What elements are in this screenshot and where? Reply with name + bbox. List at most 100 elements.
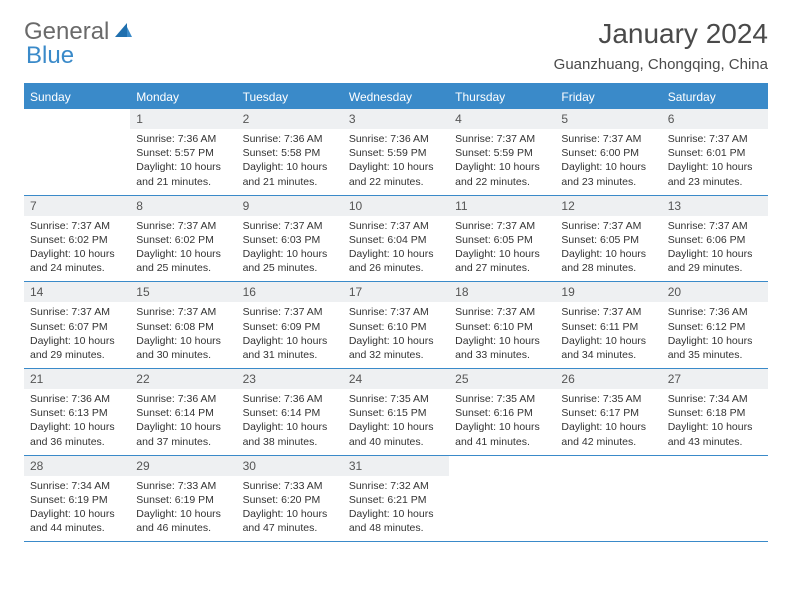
day-cell-29: 29Sunrise: 7:33 AMSunset: 6:19 PMDayligh… <box>130 456 236 542</box>
dow-friday: Friday <box>555 85 661 109</box>
day-cell-empty <box>662 456 768 542</box>
day-cell-18: 18Sunrise: 7:37 AMSunset: 6:10 PMDayligh… <box>449 282 555 368</box>
day-cell-9: 9Sunrise: 7:37 AMSunset: 6:03 PMDaylight… <box>237 196 343 282</box>
day-number: 5 <box>555 109 661 129</box>
day-details: Sunrise: 7:37 AMSunset: 6:05 PMDaylight:… <box>449 216 555 276</box>
day-details: Sunrise: 7:34 AMSunset: 6:19 PMDaylight:… <box>24 476 130 536</box>
day-details: Sunrise: 7:37 AMSunset: 5:59 PMDaylight:… <box>449 129 555 189</box>
day-details: Sunrise: 7:36 AMSunset: 6:14 PMDaylight:… <box>130 389 236 449</box>
calendar: SundayMondayTuesdayWednesdayThursdayFrid… <box>24 83 768 542</box>
week-row: 7Sunrise: 7:37 AMSunset: 6:02 PMDaylight… <box>24 196 768 283</box>
day-number: 23 <box>237 369 343 389</box>
day-cell-8: 8Sunrise: 7:37 AMSunset: 6:02 PMDaylight… <box>130 196 236 282</box>
day-details: Sunrise: 7:36 AMSunset: 6:13 PMDaylight:… <box>24 389 130 449</box>
dow-wednesday: Wednesday <box>343 85 449 109</box>
day-details: Sunrise: 7:35 AMSunset: 6:17 PMDaylight:… <box>555 389 661 449</box>
day-details: Sunrise: 7:37 AMSunset: 6:10 PMDaylight:… <box>449 302 555 362</box>
day-cell-6: 6Sunrise: 7:37 AMSunset: 6:01 PMDaylight… <box>662 109 768 195</box>
day-cell-21: 21Sunrise: 7:36 AMSunset: 6:13 PMDayligh… <box>24 369 130 455</box>
day-number: 12 <box>555 196 661 216</box>
day-number: 31 <box>343 456 449 476</box>
day-number: 30 <box>237 456 343 476</box>
day-cell-10: 10Sunrise: 7:37 AMSunset: 6:04 PMDayligh… <box>343 196 449 282</box>
day-details: Sunrise: 7:37 AMSunset: 6:11 PMDaylight:… <box>555 302 661 362</box>
day-details: Sunrise: 7:37 AMSunset: 6:04 PMDaylight:… <box>343 216 449 276</box>
week-row: 14Sunrise: 7:37 AMSunset: 6:07 PMDayligh… <box>24 282 768 369</box>
day-cell-20: 20Sunrise: 7:36 AMSunset: 6:12 PMDayligh… <box>662 282 768 368</box>
calendar-body: 1Sunrise: 7:36 AMSunset: 5:57 PMDaylight… <box>24 109 768 542</box>
day-details: Sunrise: 7:34 AMSunset: 6:18 PMDaylight:… <box>662 389 768 449</box>
day-number: 29 <box>130 456 236 476</box>
day-number <box>662 456 768 476</box>
day-cell-15: 15Sunrise: 7:37 AMSunset: 6:08 PMDayligh… <box>130 282 236 368</box>
dow-sunday: Sunday <box>24 85 130 109</box>
day-cell-31: 31Sunrise: 7:32 AMSunset: 6:21 PMDayligh… <box>343 456 449 542</box>
day-details: Sunrise: 7:33 AMSunset: 6:20 PMDaylight:… <box>237 476 343 536</box>
day-cell-28: 28Sunrise: 7:34 AMSunset: 6:19 PMDayligh… <box>24 456 130 542</box>
day-cell-17: 17Sunrise: 7:37 AMSunset: 6:10 PMDayligh… <box>343 282 449 368</box>
day-cell-empty <box>449 456 555 542</box>
day-number: 21 <box>24 369 130 389</box>
location: Guanzhuang, Chongqing, China <box>554 56 768 73</box>
day-cell-2: 2Sunrise: 7:36 AMSunset: 5:58 PMDaylight… <box>237 109 343 195</box>
dow-row: SundayMondayTuesdayWednesdayThursdayFrid… <box>24 85 768 109</box>
day-number: 10 <box>343 196 449 216</box>
logo-line2: Blue <box>26 42 74 70</box>
day-number: 19 <box>555 282 661 302</box>
day-number: 18 <box>449 282 555 302</box>
day-details: Sunrise: 7:36 AMSunset: 5:58 PMDaylight:… <box>237 129 343 189</box>
day-cell-25: 25Sunrise: 7:35 AMSunset: 6:16 PMDayligh… <box>449 369 555 455</box>
day-cell-3: 3Sunrise: 7:36 AMSunset: 5:59 PMDaylight… <box>343 109 449 195</box>
day-details: Sunrise: 7:37 AMSunset: 6:00 PMDaylight:… <box>555 129 661 189</box>
day-details: Sunrise: 7:33 AMSunset: 6:19 PMDaylight:… <box>130 476 236 536</box>
day-number: 17 <box>343 282 449 302</box>
sail-icon <box>113 21 133 44</box>
day-number: 7 <box>24 196 130 216</box>
day-number <box>449 456 555 476</box>
week-row: 1Sunrise: 7:36 AMSunset: 5:57 PMDaylight… <box>24 109 768 196</box>
day-cell-19: 19Sunrise: 7:37 AMSunset: 6:11 PMDayligh… <box>555 282 661 368</box>
dow-saturday: Saturday <box>662 85 768 109</box>
day-details: Sunrise: 7:37 AMSunset: 6:02 PMDaylight:… <box>24 216 130 276</box>
day-details: Sunrise: 7:37 AMSunset: 6:09 PMDaylight:… <box>237 302 343 362</box>
week-row: 21Sunrise: 7:36 AMSunset: 6:13 PMDayligh… <box>24 369 768 456</box>
day-details: Sunrise: 7:37 AMSunset: 6:07 PMDaylight:… <box>24 302 130 362</box>
month-title: January 2024 <box>554 18 768 50</box>
dow-monday: Monday <box>130 85 236 109</box>
day-number: 9 <box>237 196 343 216</box>
day-cell-24: 24Sunrise: 7:35 AMSunset: 6:15 PMDayligh… <box>343 369 449 455</box>
dow-thursday: Thursday <box>449 85 555 109</box>
day-details: Sunrise: 7:36 AMSunset: 6:14 PMDaylight:… <box>237 389 343 449</box>
day-number <box>24 109 130 129</box>
title-block: January 2024 Guanzhuang, Chongqing, Chin… <box>554 18 768 73</box>
day-number: 2 <box>237 109 343 129</box>
day-number: 27 <box>662 369 768 389</box>
day-number: 20 <box>662 282 768 302</box>
logo-text-2: Blue <box>26 42 74 69</box>
day-number: 26 <box>555 369 661 389</box>
dow-tuesday: Tuesday <box>237 85 343 109</box>
day-cell-empty <box>555 456 661 542</box>
week-row: 28Sunrise: 7:34 AMSunset: 6:19 PMDayligh… <box>24 456 768 543</box>
day-number: 4 <box>449 109 555 129</box>
day-details: Sunrise: 7:37 AMSunset: 6:05 PMDaylight:… <box>555 216 661 276</box>
day-cell-1: 1Sunrise: 7:36 AMSunset: 5:57 PMDaylight… <box>130 109 236 195</box>
day-cell-27: 27Sunrise: 7:34 AMSunset: 6:18 PMDayligh… <box>662 369 768 455</box>
day-number: 8 <box>130 196 236 216</box>
day-number: 1 <box>130 109 236 129</box>
day-number: 3 <box>343 109 449 129</box>
day-cell-14: 14Sunrise: 7:37 AMSunset: 6:07 PMDayligh… <box>24 282 130 368</box>
day-number: 15 <box>130 282 236 302</box>
header: General January 2024 Guanzhuang, Chongqi… <box>0 0 792 77</box>
day-cell-30: 30Sunrise: 7:33 AMSunset: 6:20 PMDayligh… <box>237 456 343 542</box>
day-number: 25 <box>449 369 555 389</box>
day-cell-5: 5Sunrise: 7:37 AMSunset: 6:00 PMDaylight… <box>555 109 661 195</box>
day-details: Sunrise: 7:35 AMSunset: 6:15 PMDaylight:… <box>343 389 449 449</box>
day-details: Sunrise: 7:32 AMSunset: 6:21 PMDaylight:… <box>343 476 449 536</box>
day-details: Sunrise: 7:36 AMSunset: 6:12 PMDaylight:… <box>662 302 768 362</box>
day-cell-13: 13Sunrise: 7:37 AMSunset: 6:06 PMDayligh… <box>662 196 768 282</box>
day-details: Sunrise: 7:37 AMSunset: 6:06 PMDaylight:… <box>662 216 768 276</box>
day-number: 6 <box>662 109 768 129</box>
day-cell-26: 26Sunrise: 7:35 AMSunset: 6:17 PMDayligh… <box>555 369 661 455</box>
day-number: 24 <box>343 369 449 389</box>
